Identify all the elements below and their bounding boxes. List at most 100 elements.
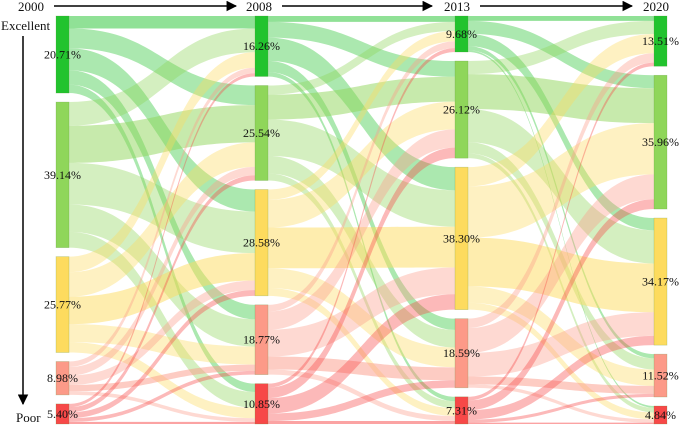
node-label-2013-0: 9.68% [446,27,477,41]
flow-2000-1-to-2008-2 [69,162,255,254]
flow-2013-4-to-2020-2 [468,335,654,420]
node-2008-4 [254,383,269,425]
flow-2000-2-to-2008-3 [69,324,255,365]
node-label-2013-1: 26.12% [443,103,480,117]
flow-2013-0-to-2020-3 [468,46,654,359]
flow-2013-3-to-2020-2 [468,312,654,377]
flow-2013-3-to-2020-3 [468,376,654,394]
flow-2000-3-to-2008-3 [69,364,255,392]
flow-2000-3-to-2008-4 [69,391,255,422]
flow-2000-2-to-2008-1 [69,142,255,297]
flow-2008-3-to-2013-3 [268,356,455,381]
flow-2000-0-to-2008-0 [69,16,255,29]
year-label-2008: 2008 [246,0,272,14]
axis-label-top: Excellent [1,18,50,33]
node-2000-3 [55,361,70,396]
flow-2000-4-to-2008-1 [69,175,255,413]
flow-2008-0-to-2013-2 [268,37,455,191]
node-label-2020-0: 13.51% [642,34,679,48]
node-label-2020-4: 4.84% [645,408,676,422]
flow-2008-3-to-2013-4 [268,369,455,422]
flow-2000-4-to-2008-2 [69,290,255,419]
flow-2013-0-to-2020-4 [468,50,654,408]
node-2000-0 [55,15,70,94]
flow-2000-2-to-2008-0 [69,52,255,273]
node-label-2020-1: 35.96% [642,135,679,149]
node-label-2020-3: 11.52% [642,369,679,383]
flow-2008-0-to-2013-0 [268,16,455,22]
node-label-2013-3: 18.59% [443,346,480,360]
node-2013-2 [454,166,469,310]
node-2013-0 [454,15,469,53]
flow-2000-1-to-2008-1 [69,105,255,163]
flow-2013-2-to-2020-3 [468,286,654,386]
flow-2013-3-to-2020-0 [468,53,654,328]
node-label-2000-4: 5.40% [47,407,78,421]
flow-2013-2-to-2020-0 [468,33,654,187]
flow-2008-0-to-2013-3 [268,60,455,330]
year-label-2000: 2000 [18,0,44,14]
label-layer: 20.71% 39.14% 25.77% 8.98% 5.40% 16.26% 25.54%… [44,27,679,422]
node-2000-4 [55,403,70,425]
year-label-2013: 2013 [444,0,470,14]
flow-2013-4-to-2020-0 [468,62,654,401]
flow-2000-2-to-2008-2 [69,253,255,325]
flow-2013-0-to-2020-2 [468,33,654,231]
node-label-2008-1: 25.54% [243,126,280,140]
node-2013-4 [454,396,469,425]
node-label-2000-1: 39.14% [44,168,81,182]
node-2020-2 [653,217,668,346]
flow-2008-1-to-2013-1 [268,76,455,120]
node-label-2013-4: 7.31% [446,403,477,417]
flow-2008-2-to-2013-1 [268,101,455,228]
node-layer [55,15,668,425]
arrow-layer [17,0,634,406]
flow-2000-0-to-2008-4 [69,84,255,392]
node-2013-1 [454,60,469,159]
flow-2000-3-to-2008-1 [69,166,255,376]
node-label-2008-2: 28.58% [243,236,280,250]
flow-2008-3-to-2013-0 [268,41,455,312]
node-2020-0 [653,15,668,67]
node-label-2013-2: 38.30% [443,231,480,245]
flow-2013-4-to-2020-3 [468,393,654,423]
flow-2013-4-to-2020-1 [468,199,654,411]
flow-2008-2-to-2013-2 [268,226,455,269]
node-label-2008-4: 10.85% [243,397,280,411]
node-2020-1 [653,74,668,210]
flow-2013-1-to-2020-0 [468,20,654,75]
flow-2013-0-to-2020-0 [468,16,654,21]
flow-2013-2-to-2020-1 [468,123,654,238]
node-label-2000-3: 8.98% [47,371,78,385]
node-2000-1 [55,101,70,248]
node-2008-1 [254,85,269,181]
flow-2000-3-to-2008-0 [69,67,255,367]
node-2013-3 [454,318,469,389]
flow-2008-1-to-2013-0 [268,21,455,95]
flow-2000-3-to-2008-2 [69,280,255,386]
node-2020-4 [653,405,668,425]
node-label-2000-0: 20.71% [44,48,81,62]
node-label-2008-3: 18.77% [243,333,280,347]
node-2008-3 [254,304,269,375]
flow-2008-4-to-2013-4 [268,421,455,424]
node-2020-3 [653,353,668,398]
flow-2000-4-to-2008-4 [69,421,255,424]
flow-2013-0-to-2020-1 [468,20,654,89]
node-label-2020-2: 34.17% [642,275,679,289]
flow-2008-4-to-2013-1 [268,147,455,399]
flow-2000-0-to-2008-3 [69,70,255,320]
flow-2013-2-to-2020-2 [468,237,654,313]
flow-2013-3-to-2020-1 [468,174,654,353]
flow-2008-0-to-2013-1 [268,21,455,77]
flow-2008-2-to-2013-4 [268,288,455,416]
flow-2000-1-to-2008-4 [69,231,255,408]
flow-2008-4-to-2013-2 [268,294,455,414]
flow-layer [69,16,654,424]
node-2008-0 [254,15,269,77]
flow-2008-2-to-2013-3 [268,268,455,368]
flow-2000-4-to-2008-3 [69,370,255,422]
node-2000-2 [55,256,70,353]
flow-2013-4-to-2020-4 [468,422,654,424]
